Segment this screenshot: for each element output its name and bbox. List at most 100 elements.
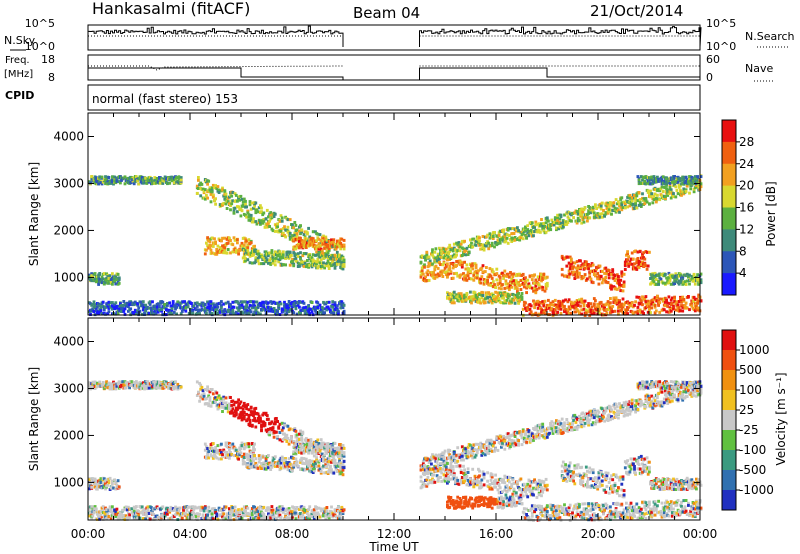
heat-cell — [102, 477, 106, 481]
heat-cell — [265, 309, 269, 313]
heat-cell — [464, 253, 468, 257]
heat-cell — [322, 252, 325, 256]
heat-cell — [431, 250, 434, 254]
heat-cell — [547, 219, 550, 223]
heat-cell — [240, 209, 244, 213]
heat-cell — [672, 274, 675, 278]
heat-cell — [295, 233, 299, 237]
heat-cell — [672, 307, 675, 311]
heat-cell — [287, 310, 291, 314]
heat-cell — [135, 505, 138, 509]
heat-cell — [618, 301, 621, 305]
heat-cell — [447, 255, 450, 259]
heat-cell — [156, 386, 160, 390]
heat-cell — [325, 300, 329, 304]
freq-plot — [87, 65, 700, 80]
heat-cell — [425, 279, 429, 283]
heat-cell — [534, 311, 538, 315]
heat-cell — [684, 301, 688, 305]
heat-cell — [199, 508, 203, 512]
heat-cell — [207, 302, 211, 306]
heat-cell — [638, 308, 642, 312]
heat-cell — [512, 298, 516, 302]
heat-cell — [179, 385, 183, 389]
heat-cell — [292, 264, 296, 268]
heat-cell — [467, 267, 471, 271]
heat-cell — [283, 305, 286, 309]
heat-cell — [451, 276, 455, 280]
heat-cell — [244, 199, 247, 203]
heat-cell — [677, 279, 681, 283]
heat-cell — [114, 301, 118, 305]
heat-cell — [669, 188, 673, 192]
heat-cell — [496, 282, 500, 286]
heat-cell — [687, 275, 690, 279]
heat-cell — [587, 310, 590, 314]
heat-cell — [648, 179, 651, 183]
heat-cell — [570, 219, 573, 223]
heat-cell — [231, 250, 235, 254]
heat-cell — [544, 230, 548, 234]
heat-cell — [540, 312, 543, 316]
heat-cell — [532, 299, 535, 303]
heat-cell — [169, 505, 173, 509]
heat-cell — [498, 241, 502, 245]
heat-cell — [456, 274, 460, 278]
heat-cell — [340, 237, 344, 241]
heat-cell — [281, 250, 285, 254]
heat-cell — [607, 276, 611, 280]
heat-cell — [619, 197, 623, 201]
heat-cell — [446, 270, 449, 274]
heat-cell — [136, 309, 139, 313]
heat-cell — [291, 223, 294, 227]
heat-cell — [255, 300, 259, 304]
heat-cell — [576, 309, 580, 313]
heat-cell — [170, 307, 174, 311]
heat-cell — [685, 272, 689, 276]
heat-cell — [171, 300, 175, 304]
heat-cell — [483, 270, 487, 274]
heat-cell — [634, 249, 637, 253]
heat-cell — [534, 284, 538, 288]
heat-cell — [591, 205, 595, 209]
heat-cell — [294, 236, 298, 240]
heat-cell — [559, 307, 563, 311]
heat-cell — [135, 380, 138, 384]
heat-cell — [524, 280, 527, 284]
heat-cell — [228, 305, 231, 309]
heat-cell — [96, 487, 99, 491]
heat-cell — [125, 517, 129, 521]
heat-cell — [627, 305, 631, 309]
heat-cell — [540, 310, 543, 314]
heat-cell — [549, 228, 553, 232]
heat-cell — [168, 181, 172, 185]
heat-cell — [122, 516, 126, 520]
heat-cell — [559, 215, 563, 219]
freq-right-bottom-label: 0 — [706, 71, 713, 84]
heat-cell — [211, 183, 215, 187]
heat-cell — [510, 300, 514, 304]
heat-cell — [427, 278, 431, 282]
heat-cell — [113, 303, 116, 307]
heat-cell — [602, 303, 605, 307]
heat-cell — [642, 311, 645, 315]
heat-cell — [541, 300, 545, 304]
heat-cell — [314, 253, 317, 257]
heat-cell — [322, 300, 325, 304]
heat-cell — [537, 222, 541, 226]
heat-cell — [501, 294, 504, 298]
heat-cell — [275, 256, 278, 260]
heat-cell — [563, 213, 566, 217]
heat-cell — [588, 216, 592, 220]
heat-cell — [136, 516, 139, 520]
heat-cell — [524, 225, 527, 229]
heat-cell — [681, 305, 685, 309]
heat-cell — [491, 280, 495, 284]
heat-cell — [477, 269, 480, 273]
heat-cell — [158, 380, 161, 384]
heat-cell — [265, 208, 269, 212]
heat-cell — [568, 272, 572, 276]
heat-cell — [320, 249, 324, 253]
heat-cell — [244, 237, 247, 241]
